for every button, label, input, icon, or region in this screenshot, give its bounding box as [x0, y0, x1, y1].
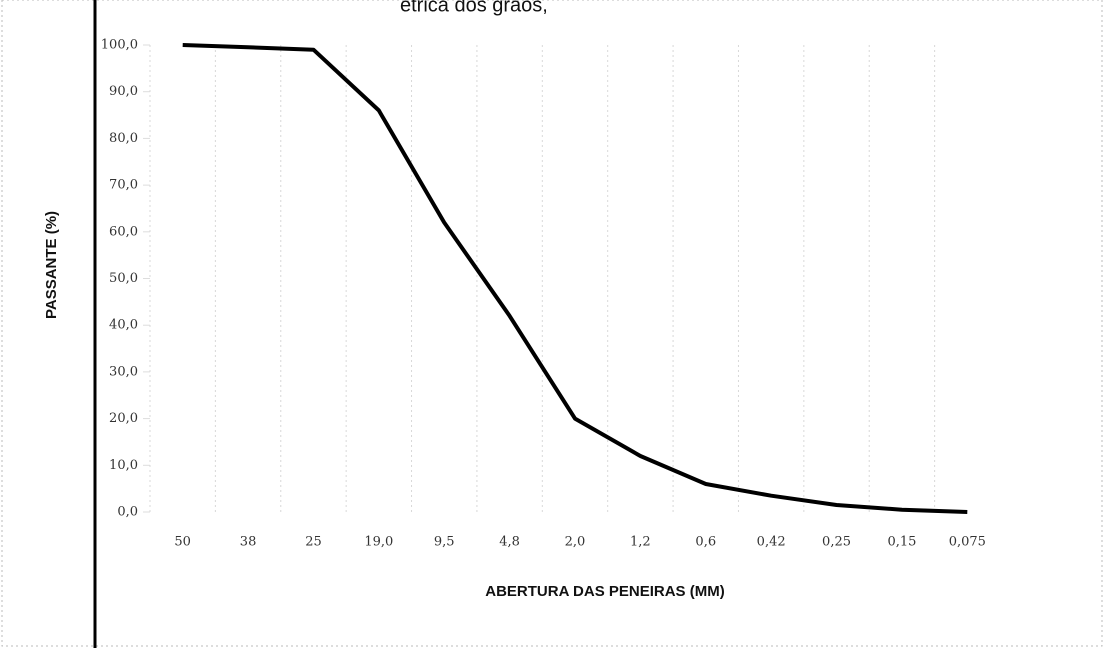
y-tick-label: 0,0 [117, 505, 138, 520]
y-tick-label: 40,0 [109, 318, 138, 333]
x-tick-label: 19,0 [364, 535, 393, 550]
y-tick-label: 30,0 [109, 364, 138, 379]
y-tick-label: 70,0 [109, 178, 138, 193]
x-tick-label: 38 [240, 535, 257, 550]
data-line [182, 43, 968, 514]
y-tick-label: 10,0 [109, 458, 138, 473]
x-tick-label: 4,8 [499, 535, 520, 550]
y-axis-title: PASSANTE (%) [43, 211, 60, 319]
x-tick-label: 50 [174, 535, 191, 550]
x-tick-label: 0,25 [822, 535, 851, 550]
y-tick-label: 100,0 [101, 38, 138, 53]
x-tick-label: 0,42 [757, 535, 786, 550]
y-tick-label: 50,0 [109, 271, 138, 286]
x-tick-label: 0,15 [887, 535, 916, 550]
y-tick-label: 20,0 [109, 411, 138, 426]
x-axis-title: ABERTURA DAS PENEIRAS (MM) [485, 583, 724, 600]
x-tick-label: 0,6 [695, 535, 716, 550]
x-tick-label: 25 [305, 535, 322, 550]
x-tick-label: 2,0 [565, 535, 586, 550]
x-tick-label: 1,2 [630, 535, 651, 550]
y-tick-label: 80,0 [109, 131, 138, 146]
y-tick-label: 90,0 [109, 84, 138, 99]
chart-title: étrica dos grãos, [400, 0, 548, 16]
x-tick-label: 0,075 [949, 535, 986, 550]
y-tick-label: 60,0 [109, 224, 138, 239]
x-tick-label: 9,5 [434, 535, 455, 550]
